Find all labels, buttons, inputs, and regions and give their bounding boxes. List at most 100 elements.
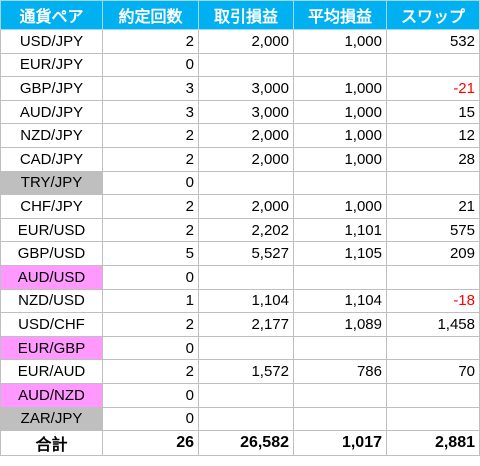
table-row: USD/JPY 2 2,000 1,000 532 bbox=[0, 29, 480, 54]
cell-count: 3 bbox=[102, 99, 199, 125]
cell-avg: 1,000 bbox=[293, 76, 387, 101]
cell-swap: 70 bbox=[386, 359, 480, 384]
cell-pair: CAD/JPY bbox=[0, 146, 103, 172]
cell-avg: 786 bbox=[293, 359, 387, 384]
total-avg: 1,017 bbox=[293, 430, 387, 457]
cell-avg: 1,089 bbox=[293, 312, 387, 337]
cell-swap: 1,458 bbox=[386, 312, 480, 337]
cell-pnl: 3,000 bbox=[198, 99, 294, 125]
table-row: GBP/USD 5 5,527 1,105 209 bbox=[0, 241, 480, 266]
cell-swap: 12 bbox=[386, 123, 480, 148]
cell-avg bbox=[293, 335, 387, 361]
cell-pair: GBP/JPY bbox=[0, 76, 103, 101]
cell-swap: -18 bbox=[386, 288, 480, 314]
cell-avg bbox=[293, 382, 387, 408]
cell-count: 2 bbox=[102, 123, 199, 148]
cell-pair: EUR/USD bbox=[0, 217, 103, 243]
cell-count: 2 bbox=[102, 359, 199, 384]
table-row: EUR/USD 2 2,202 1,101 575 bbox=[0, 217, 480, 243]
cell-pnl: 2,000 bbox=[198, 29, 294, 54]
table-row: ZAR/JPY 0 bbox=[0, 406, 480, 432]
cell-pnl bbox=[198, 170, 294, 196]
cell-pnl: 2,177 bbox=[198, 312, 294, 337]
cell-avg: 1,000 bbox=[293, 146, 387, 172]
cell-pair: AUD/JPY bbox=[0, 99, 103, 125]
total-pnl: 26,582 bbox=[198, 430, 294, 457]
table-row: GBP/JPY 3 3,000 1,000 -21 bbox=[0, 76, 480, 101]
cell-pnl: 2,000 bbox=[198, 123, 294, 148]
table-row: EUR/GBP 0 bbox=[0, 335, 480, 361]
table-row: EUR/JPY 0 bbox=[0, 52, 480, 78]
total-label: 合計 bbox=[0, 430, 103, 457]
cell-swap bbox=[386, 52, 480, 78]
cell-swap: 209 bbox=[386, 241, 480, 266]
cell-pair: CHF/JPY bbox=[0, 194, 103, 219]
cell-pnl bbox=[198, 406, 294, 432]
cell-swap bbox=[386, 170, 480, 196]
cell-pair: EUR/AUD bbox=[0, 359, 103, 384]
cell-count: 2 bbox=[102, 29, 199, 54]
cell-swap: 532 bbox=[386, 29, 480, 54]
cell-pair: USD/JPY bbox=[0, 29, 103, 54]
cell-pnl: 1,104 bbox=[198, 288, 294, 314]
table-row: EUR/AUD 2 1,572 786 70 bbox=[0, 359, 480, 384]
cell-pnl: 1,572 bbox=[198, 359, 294, 384]
table-row: NZD/JPY 2 2,000 1,000 12 bbox=[0, 123, 480, 148]
cell-pair: TRY/JPY bbox=[0, 170, 103, 196]
cell-count: 0 bbox=[102, 335, 199, 361]
total-count: 26 bbox=[102, 430, 199, 457]
cell-swap bbox=[386, 382, 480, 408]
cell-pair: NZD/USD bbox=[0, 288, 103, 314]
cell-count: 0 bbox=[102, 406, 199, 432]
header-count: 約定回数 bbox=[102, 0, 199, 30]
cell-avg bbox=[293, 52, 387, 78]
cell-avg: 1,000 bbox=[293, 99, 387, 125]
cell-swap bbox=[386, 335, 480, 361]
cell-count: 0 bbox=[102, 264, 199, 290]
cell-avg bbox=[293, 406, 387, 432]
header-pair: 通貨ペア bbox=[0, 0, 103, 30]
table-row: AUD/USD 0 bbox=[0, 264, 480, 290]
cell-count: 0 bbox=[102, 382, 199, 408]
cell-avg bbox=[293, 264, 387, 290]
cell-swap: 21 bbox=[386, 194, 480, 219]
cell-swap bbox=[386, 406, 480, 432]
cell-count: 2 bbox=[102, 146, 199, 172]
table-row: AUD/JPY 3 3,000 1,000 15 bbox=[0, 99, 480, 125]
cell-pair: NZD/JPY bbox=[0, 123, 103, 148]
table-row: TRY/JPY 0 bbox=[0, 170, 480, 196]
cell-pnl: 2,000 bbox=[198, 194, 294, 219]
cell-pnl: 2,202 bbox=[198, 217, 294, 243]
cell-swap: -21 bbox=[386, 76, 480, 101]
cell-count: 2 bbox=[102, 217, 199, 243]
cell-count: 1 bbox=[102, 288, 199, 314]
cell-pnl: 2,000 bbox=[198, 146, 294, 172]
total-swap: 2,881 bbox=[386, 430, 480, 457]
cell-pnl bbox=[198, 335, 294, 361]
cell-count: 0 bbox=[102, 52, 199, 78]
table-row: AUD/NZD 0 bbox=[0, 382, 480, 408]
cell-avg: 1,000 bbox=[293, 194, 387, 219]
cell-avg: 1,000 bbox=[293, 123, 387, 148]
cell-pnl bbox=[198, 264, 294, 290]
cell-avg: 1,101 bbox=[293, 217, 387, 243]
cell-avg: 1,105 bbox=[293, 241, 387, 266]
header-swap: スワップ bbox=[386, 0, 480, 30]
cell-avg: 1,000 bbox=[293, 29, 387, 54]
header-avg: 平均損益 bbox=[293, 0, 387, 30]
cell-avg bbox=[293, 170, 387, 196]
cell-swap bbox=[386, 264, 480, 290]
cell-count: 2 bbox=[102, 312, 199, 337]
header-pnl: 取引損益 bbox=[198, 0, 294, 30]
cell-count: 2 bbox=[102, 194, 199, 219]
cell-pnl bbox=[198, 52, 294, 78]
cell-pnl bbox=[198, 382, 294, 408]
cell-pair: USD/CHF bbox=[0, 312, 103, 337]
cell-pair: EUR/JPY bbox=[0, 52, 103, 78]
cell-pnl: 5,527 bbox=[198, 241, 294, 266]
cell-pair: ZAR/JPY bbox=[0, 406, 103, 432]
cell-swap: 575 bbox=[386, 217, 480, 243]
cell-avg: 1,104 bbox=[293, 288, 387, 314]
cell-pair: AUD/USD bbox=[0, 264, 103, 290]
